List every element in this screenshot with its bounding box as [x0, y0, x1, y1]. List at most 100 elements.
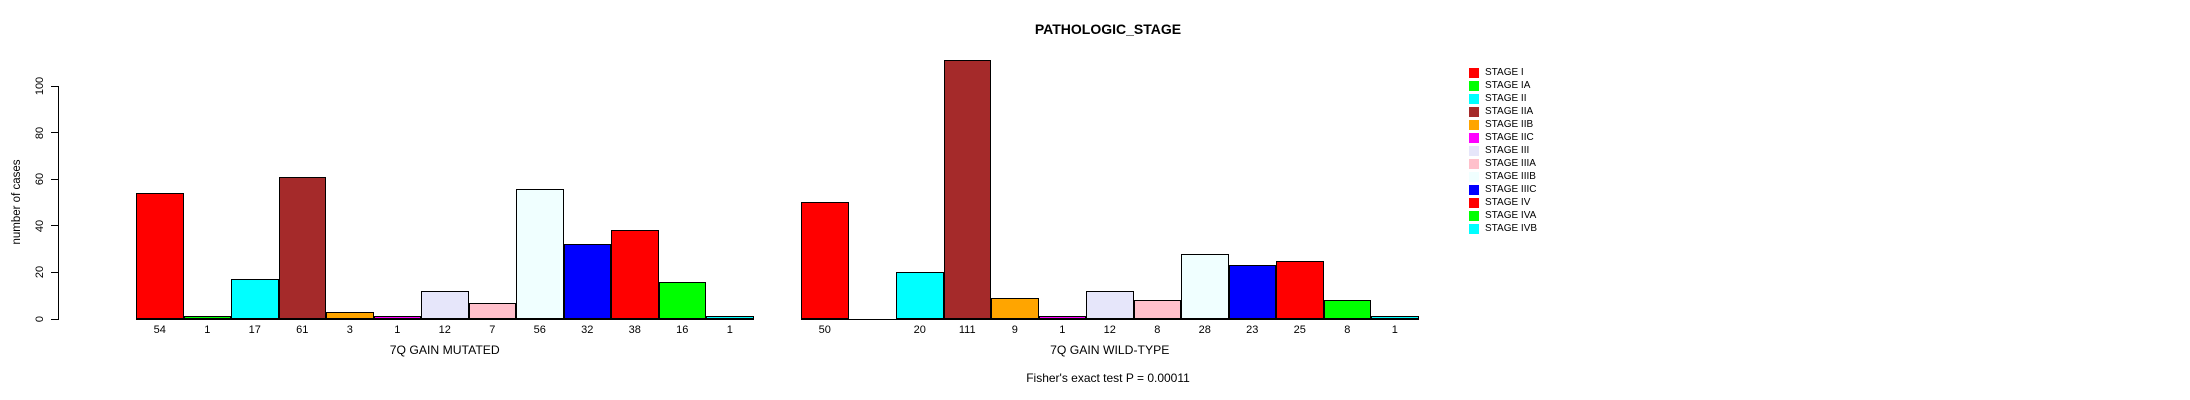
x-axis-label-wildtype: 7Q GAIN WILD-TYPE	[1050, 343, 1170, 357]
y-tick-mark	[51, 178, 58, 180]
legend-item: STAGE I	[1469, 66, 1537, 79]
bar-stage-iiib	[1181, 254, 1229, 319]
bar-count-label: 32	[581, 324, 594, 336]
legend-item: STAGE IIIB	[1469, 170, 1537, 183]
bar-slot	[468, 60, 516, 319]
bar-count-label: 9	[1011, 324, 1018, 336]
bar-count-label: 23	[1246, 324, 1259, 336]
legend-swatch	[1469, 119, 1479, 130]
bar-slot	[801, 60, 849, 319]
bar-count-label: 54	[153, 324, 166, 336]
legend-swatch	[1469, 132, 1479, 143]
legend-item: STAGE IIC	[1469, 131, 1537, 144]
legend-swatch	[1469, 158, 1479, 169]
legend-item: STAGE IA	[1469, 79, 1537, 92]
bar-count-label: 25	[1293, 324, 1306, 336]
legend-swatch	[1469, 184, 1479, 195]
bar-stage-ivb	[1371, 316, 1419, 319]
y-tick-label: 100	[34, 76, 46, 96]
legend-label: STAGE IIB	[1485, 119, 1534, 130]
y-tick-label: 80	[34, 126, 46, 139]
bar-stage-iib	[326, 312, 374, 319]
legend-swatch	[1469, 171, 1479, 182]
legend-item: STAGE IVB	[1469, 222, 1537, 235]
bar-stage-ia	[183, 316, 231, 319]
bar-slot	[706, 60, 754, 319]
bar-stage-iic	[373, 316, 421, 319]
bar-count-label: 16	[676, 324, 689, 336]
bar-count-label: 50	[818, 324, 831, 336]
bar-slot	[1038, 60, 1086, 319]
legend-swatch	[1469, 197, 1479, 208]
legend-swatch	[1469, 106, 1479, 117]
x-axis-label-mutated: 7Q GAIN MUTATED	[389, 343, 500, 357]
bar-slot	[373, 60, 421, 319]
bar-panel-mutated	[136, 60, 754, 320]
y-tick-mark	[51, 225, 58, 227]
stage-legend: STAGE I STAGE IA STAGE II STAGE IIA STAGE II…	[1469, 66, 1537, 235]
bar-count-labels-wildtype: 50 20 111 9 1 12 8 28 23 25 8 1	[801, 324, 1419, 336]
bar-stage-ii	[231, 279, 279, 319]
bar-stage-i	[136, 193, 184, 319]
chart-title: PATHOLOGIC_STAGE	[1034, 21, 1182, 37]
legend-swatch	[1469, 93, 1479, 104]
bar-stage-i	[801, 202, 849, 319]
bar-slot	[1228, 60, 1276, 319]
bar-count-label: 1	[204, 324, 211, 336]
y-tick-label: 0	[34, 315, 46, 323]
legend-label: STAGE IIC	[1485, 132, 1534, 143]
fisher-test-note: Fisher's exact test P = 0.00011	[1026, 371, 1190, 385]
y-tick-label: 20	[34, 266, 46, 279]
bar-slot	[1181, 60, 1229, 319]
legend-swatch	[1469, 67, 1479, 78]
bar-count-label: 28	[1198, 324, 1211, 336]
bar-count-label: 38	[628, 324, 641, 336]
bar-stage-iii	[1086, 291, 1134, 319]
bar-stage-iiic	[1228, 265, 1276, 319]
bar-stage-iiic	[563, 244, 611, 319]
bar-slot	[1323, 60, 1371, 319]
y-tick-mark	[51, 132, 58, 134]
bar-stage-iii	[421, 291, 469, 319]
legend-label: STAGE IA	[1485, 80, 1531, 91]
bar-count-label: 17	[248, 324, 261, 336]
bar-count-label: 1	[394, 324, 401, 336]
bar-stage-iv	[611, 230, 659, 319]
bar-slot	[231, 60, 279, 319]
bar-stage-iiia	[1133, 300, 1181, 319]
bar-slot	[1276, 60, 1324, 319]
legend-item: STAGE IIIA	[1469, 157, 1537, 170]
bar-slot	[421, 60, 469, 319]
bar-count-label: 12	[438, 324, 451, 336]
bar-slot	[278, 60, 326, 319]
bar-slot	[563, 60, 611, 319]
bar-count-label: 1	[1059, 324, 1066, 336]
bar-stage-iva	[1323, 300, 1371, 319]
bar-count-label: 1	[726, 324, 733, 336]
bar-count-label: 7	[489, 324, 496, 336]
y-tick-label: 60	[34, 173, 46, 186]
bar-panel-wildtype	[801, 60, 1419, 320]
bar-count-label: 111	[958, 324, 976, 336]
legend-label: STAGE IIA	[1485, 106, 1534, 117]
legend-swatch	[1469, 223, 1479, 234]
legend-label: STAGE IVA	[1485, 210, 1537, 221]
bar-stage-iva	[658, 282, 706, 319]
bar-slot	[183, 60, 231, 319]
bar-stage-iiia	[468, 303, 516, 319]
bar-count-labels-mutated: 54 1 17 61 3 1 12 7 56 32 38 16 1	[136, 324, 754, 336]
y-axis-line	[58, 86, 59, 320]
bar-stage-iia	[943, 60, 991, 319]
bar-stage-ivb	[706, 316, 754, 319]
y-tick-label: 40	[34, 219, 46, 232]
legend-label: STAGE IIIC	[1485, 184, 1537, 195]
bar-count-label: 12	[1103, 324, 1116, 336]
legend-item: STAGE II	[1469, 92, 1537, 105]
bar-stage-iia	[278, 177, 326, 319]
bar-count-label: 56	[533, 324, 546, 336]
y-tick-mark	[51, 318, 58, 320]
bar-slot	[991, 60, 1039, 319]
bar-slot	[943, 60, 991, 319]
bar-count-label: 61	[296, 324, 309, 336]
